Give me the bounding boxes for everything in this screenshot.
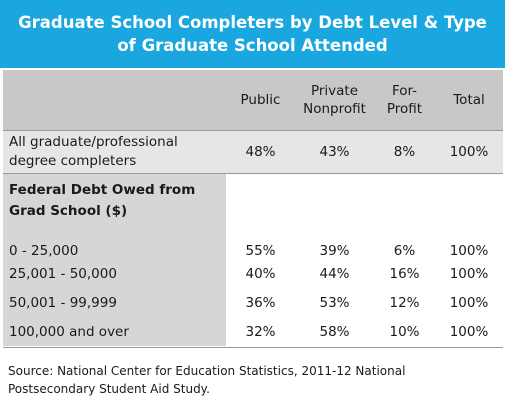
header-private-label-1: Private	[310, 83, 359, 99]
table-row: 100,000 and over 32% 58% 10% 100%	[3, 317, 503, 346]
chart-title: Graduate School Completers by Debt Level…	[18, 13, 487, 55]
divider	[3, 347, 503, 348]
header-forprofit-label-1: For-	[391, 83, 418, 99]
section-header-row: Federal Debt Owed from Grad School ($)	[3, 173, 503, 229]
table-cell: 6%	[393, 243, 416, 259]
header-public: Public	[226, 70, 295, 130]
row-label: 50,001 - 99,999	[3, 288, 226, 317]
table-row: 50,001 - 99,999 36% 53% 12% 100%	[3, 288, 503, 317]
chart-title-bar: Graduate School Completers by Debt Level…	[0, 0, 505, 68]
table-cell: 100%	[449, 243, 489, 259]
header-public-label: Public	[240, 92, 281, 108]
section-label-2: Grad School ($)	[9, 203, 128, 219]
table-cell: 10%	[389, 323, 420, 340]
source-note: Source: National Center for Education St…	[8, 362, 498, 398]
header-private-label-2: Nonprofit	[303, 101, 366, 117]
table-cell: 40%	[245, 265, 276, 282]
all-completers-label-2: degree completers	[9, 152, 137, 169]
table-cell: 53%	[319, 294, 350, 311]
section-label: Federal Debt Owed from Grad School ($)	[3, 173, 226, 229]
header-forprofit-label-2: Profit	[386, 101, 423, 117]
table-cell: 48%	[245, 143, 276, 160]
header-total: Total	[435, 70, 503, 130]
table-row: 25,001 - 50,000 40% 44% 16% 100%	[3, 259, 503, 288]
table-cell: 12%	[389, 294, 420, 311]
section-label-1: Federal Debt Owed from	[9, 182, 196, 198]
table-cell: 58%	[319, 323, 350, 340]
table-cell: 100%	[449, 265, 489, 282]
table-cell: 100%	[449, 323, 489, 340]
table-cell: 43%	[319, 143, 350, 160]
table-cell: 16%	[389, 265, 420, 282]
row-label: 25,001 - 50,000	[3, 259, 226, 288]
table-cell: 100%	[449, 143, 489, 160]
table-cell: 32%	[245, 323, 276, 340]
header-total-label: Total	[453, 92, 485, 108]
divider	[3, 130, 503, 131]
table-row: 0 - 25,000 55% 39% 6% 100%	[3, 229, 503, 259]
header-blank	[3, 70, 226, 130]
table-cell: 36%	[245, 294, 276, 311]
divider	[3, 173, 503, 174]
row-label: 0 - 25,000	[3, 229, 226, 259]
header-private-nonprofit: Private Nonprofit	[295, 70, 374, 130]
table-cell: 100%	[449, 294, 489, 311]
all-completers-label-1: All graduate/professional	[9, 133, 178, 150]
section-blank	[226, 173, 503, 229]
table-cell: 44%	[319, 265, 350, 282]
all-completers-label: All graduate/professional degree complet…	[3, 130, 226, 173]
data-table: Public Private Nonprofit For- Profit Tot…	[3, 70, 503, 346]
table-cell: 39%	[319, 243, 350, 259]
row-label: 100,000 and over	[3, 317, 226, 346]
table-cell: 8%	[393, 143, 416, 160]
all-completers-row: All graduate/professional degree complet…	[3, 130, 503, 173]
source-line-2: Postsecondary Student Aid Study.	[8, 382, 210, 396]
source-line-1: Source: National Center for Education St…	[8, 364, 406, 378]
table-cell: 55%	[245, 243, 276, 259]
header-for-profit: For- Profit	[374, 70, 435, 130]
header-row: Public Private Nonprofit For- Profit Tot…	[3, 70, 503, 130]
